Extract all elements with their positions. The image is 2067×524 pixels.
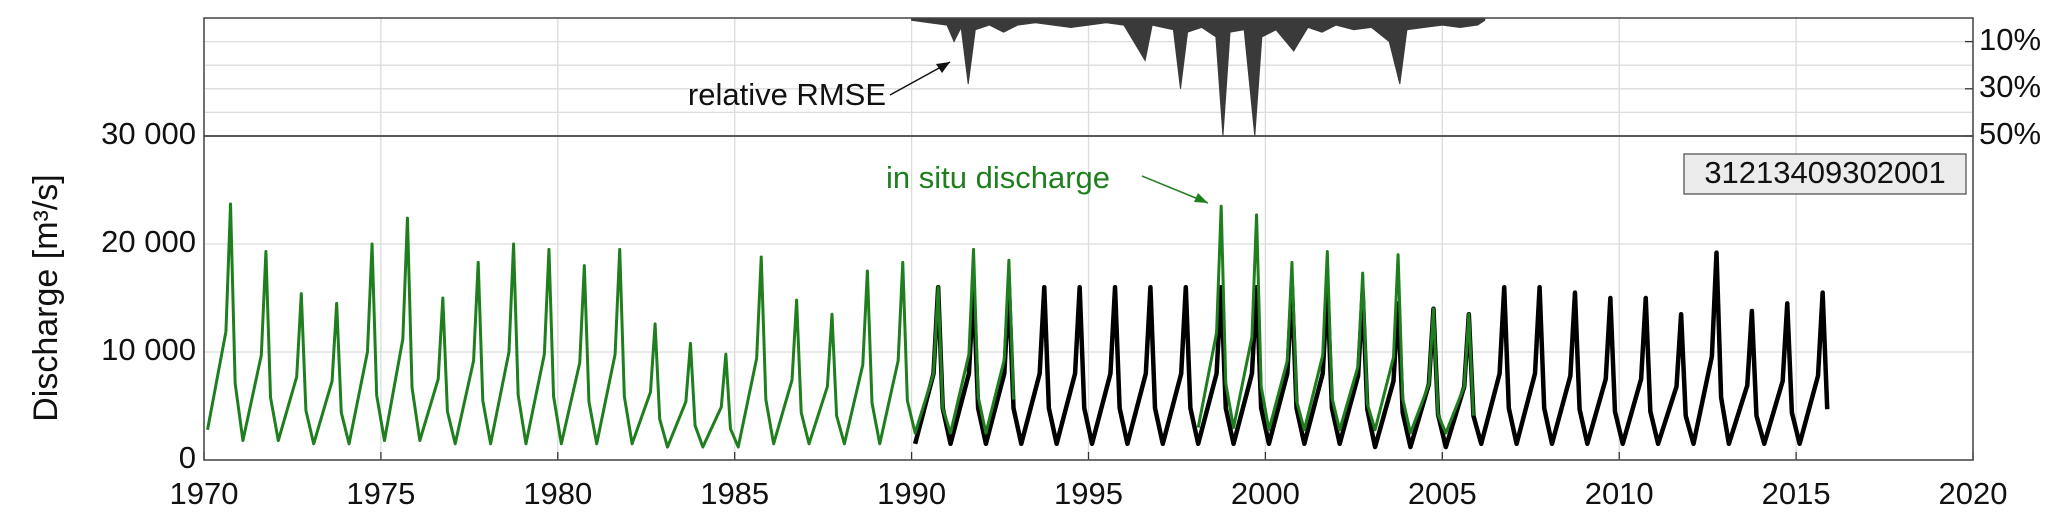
annotation: relative RMSE — [688, 77, 886, 112]
x-tick-label: 2010 — [1585, 476, 1654, 511]
x-tick-label: 2015 — [1762, 476, 1831, 511]
y2-tick-label: 10% — [1979, 22, 2041, 57]
x-tick-label: 1970 — [170, 476, 239, 511]
annotation: in situ discharge — [886, 160, 1110, 195]
x-tick-label: 2000 — [1231, 476, 1300, 511]
y-axis-label: Discharge [m³/s] — [27, 174, 65, 422]
station-label: 31213409302001 — [1704, 155, 1945, 190]
x-tick-label: 1995 — [1054, 476, 1123, 511]
x-tick-label: 1985 — [700, 476, 769, 511]
bottom-frame — [203, 135, 1974, 461]
annotation-arrowhead — [1194, 193, 1208, 203]
station-box — [1683, 153, 1967, 195]
y-tick-label: 10 000 — [101, 332, 196, 367]
y-tick-label: 20 000 — [101, 224, 196, 259]
x-tick-label: 1980 — [523, 476, 592, 511]
y-tick-label: 0 — [179, 440, 196, 475]
discharge-line — [206, 202, 1475, 449]
x-tick-label: 1975 — [346, 476, 415, 511]
y2-tick-label: 30% — [1979, 69, 2041, 104]
rmse-area — [911, 17, 1486, 137]
x-tick-label: 2020 — [1939, 476, 2008, 511]
discharge-line — [912, 250, 1830, 450]
y-tick-label: 30 000 — [101, 116, 196, 151]
x-tick-label: 1990 — [877, 476, 946, 511]
annotation-arrowhead — [936, 62, 950, 73]
x-tick-label: 2005 — [1408, 476, 1477, 511]
y2-tick-label: 50% — [1979, 116, 2041, 151]
